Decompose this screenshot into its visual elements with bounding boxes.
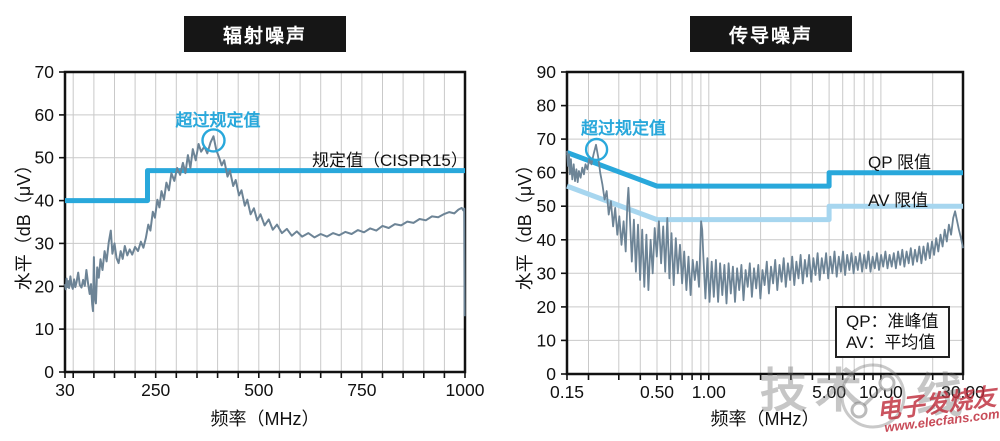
svg-text:0: 0: [44, 362, 54, 382]
svg-text:40: 40: [35, 191, 55, 211]
svg-text:60: 60: [35, 105, 55, 125]
svg-text:30: 30: [55, 380, 75, 400]
legend-line-qp: QP：准峰值: [846, 312, 939, 331]
svg-text:30: 30: [537, 263, 557, 283]
svg-text:70: 70: [35, 62, 55, 82]
legend-line-av: AV：平均值: [846, 333, 936, 352]
svg-text:80: 80: [537, 96, 557, 116]
svg-text:10.00: 10.00: [859, 382, 903, 402]
svg-text:10: 10: [35, 319, 55, 339]
conducted-x-axis-title: 频率（MHz）: [710, 409, 820, 429]
svg-text:20: 20: [35, 276, 55, 296]
svg-text:500: 500: [244, 380, 273, 400]
conducted-exceed-annotation: 超过规定值: [581, 119, 666, 138]
svg-text:0.15: 0.15: [550, 382, 584, 402]
radiated-exceed-annotation: 超过规定值: [175, 111, 261, 130]
svg-text:5.00: 5.00: [812, 382, 846, 402]
svg-text:60: 60: [537, 163, 557, 183]
svg-text:0.50: 0.50: [640, 382, 674, 402]
svg-text:1.00: 1.00: [692, 382, 726, 402]
svg-text:0: 0: [546, 364, 556, 384]
svg-text:20: 20: [537, 297, 557, 317]
radiated-x-axis-title: 频率（MHz）: [210, 409, 320, 429]
av-limit-label: AV 限值: [868, 191, 929, 210]
conducted-noise-title-banner: 传导噪声: [690, 16, 852, 52]
svg-text:10: 10: [537, 330, 557, 350]
qp-limit-label: QP 限值: [868, 153, 931, 172]
conducted-y-axis-title: 水平（dB（μV）: [515, 155, 535, 291]
radiated-noise-title-banner: 辐射噪声: [184, 16, 346, 52]
svg-text:40: 40: [537, 230, 557, 250]
svg-text:250: 250: [141, 380, 170, 400]
svg-text:750: 750: [347, 380, 376, 400]
svg-text:70: 70: [537, 129, 557, 149]
svg-text:30: 30: [35, 233, 55, 253]
radiated-y-axis-title: 水平（dB（μV）: [14, 155, 34, 291]
svg-text:30.00: 30.00: [941, 382, 985, 402]
svg-text:1000: 1000: [446, 380, 485, 400]
svg-text:90: 90: [537, 62, 557, 82]
cispr15-limit-label: 规定值（CISPR15）: [312, 151, 468, 170]
qp-av-legend-box: QP：准峰值 AV：平均值: [835, 306, 950, 358]
svg-text:50: 50: [537, 196, 557, 216]
svg-text:50: 50: [35, 148, 55, 168]
